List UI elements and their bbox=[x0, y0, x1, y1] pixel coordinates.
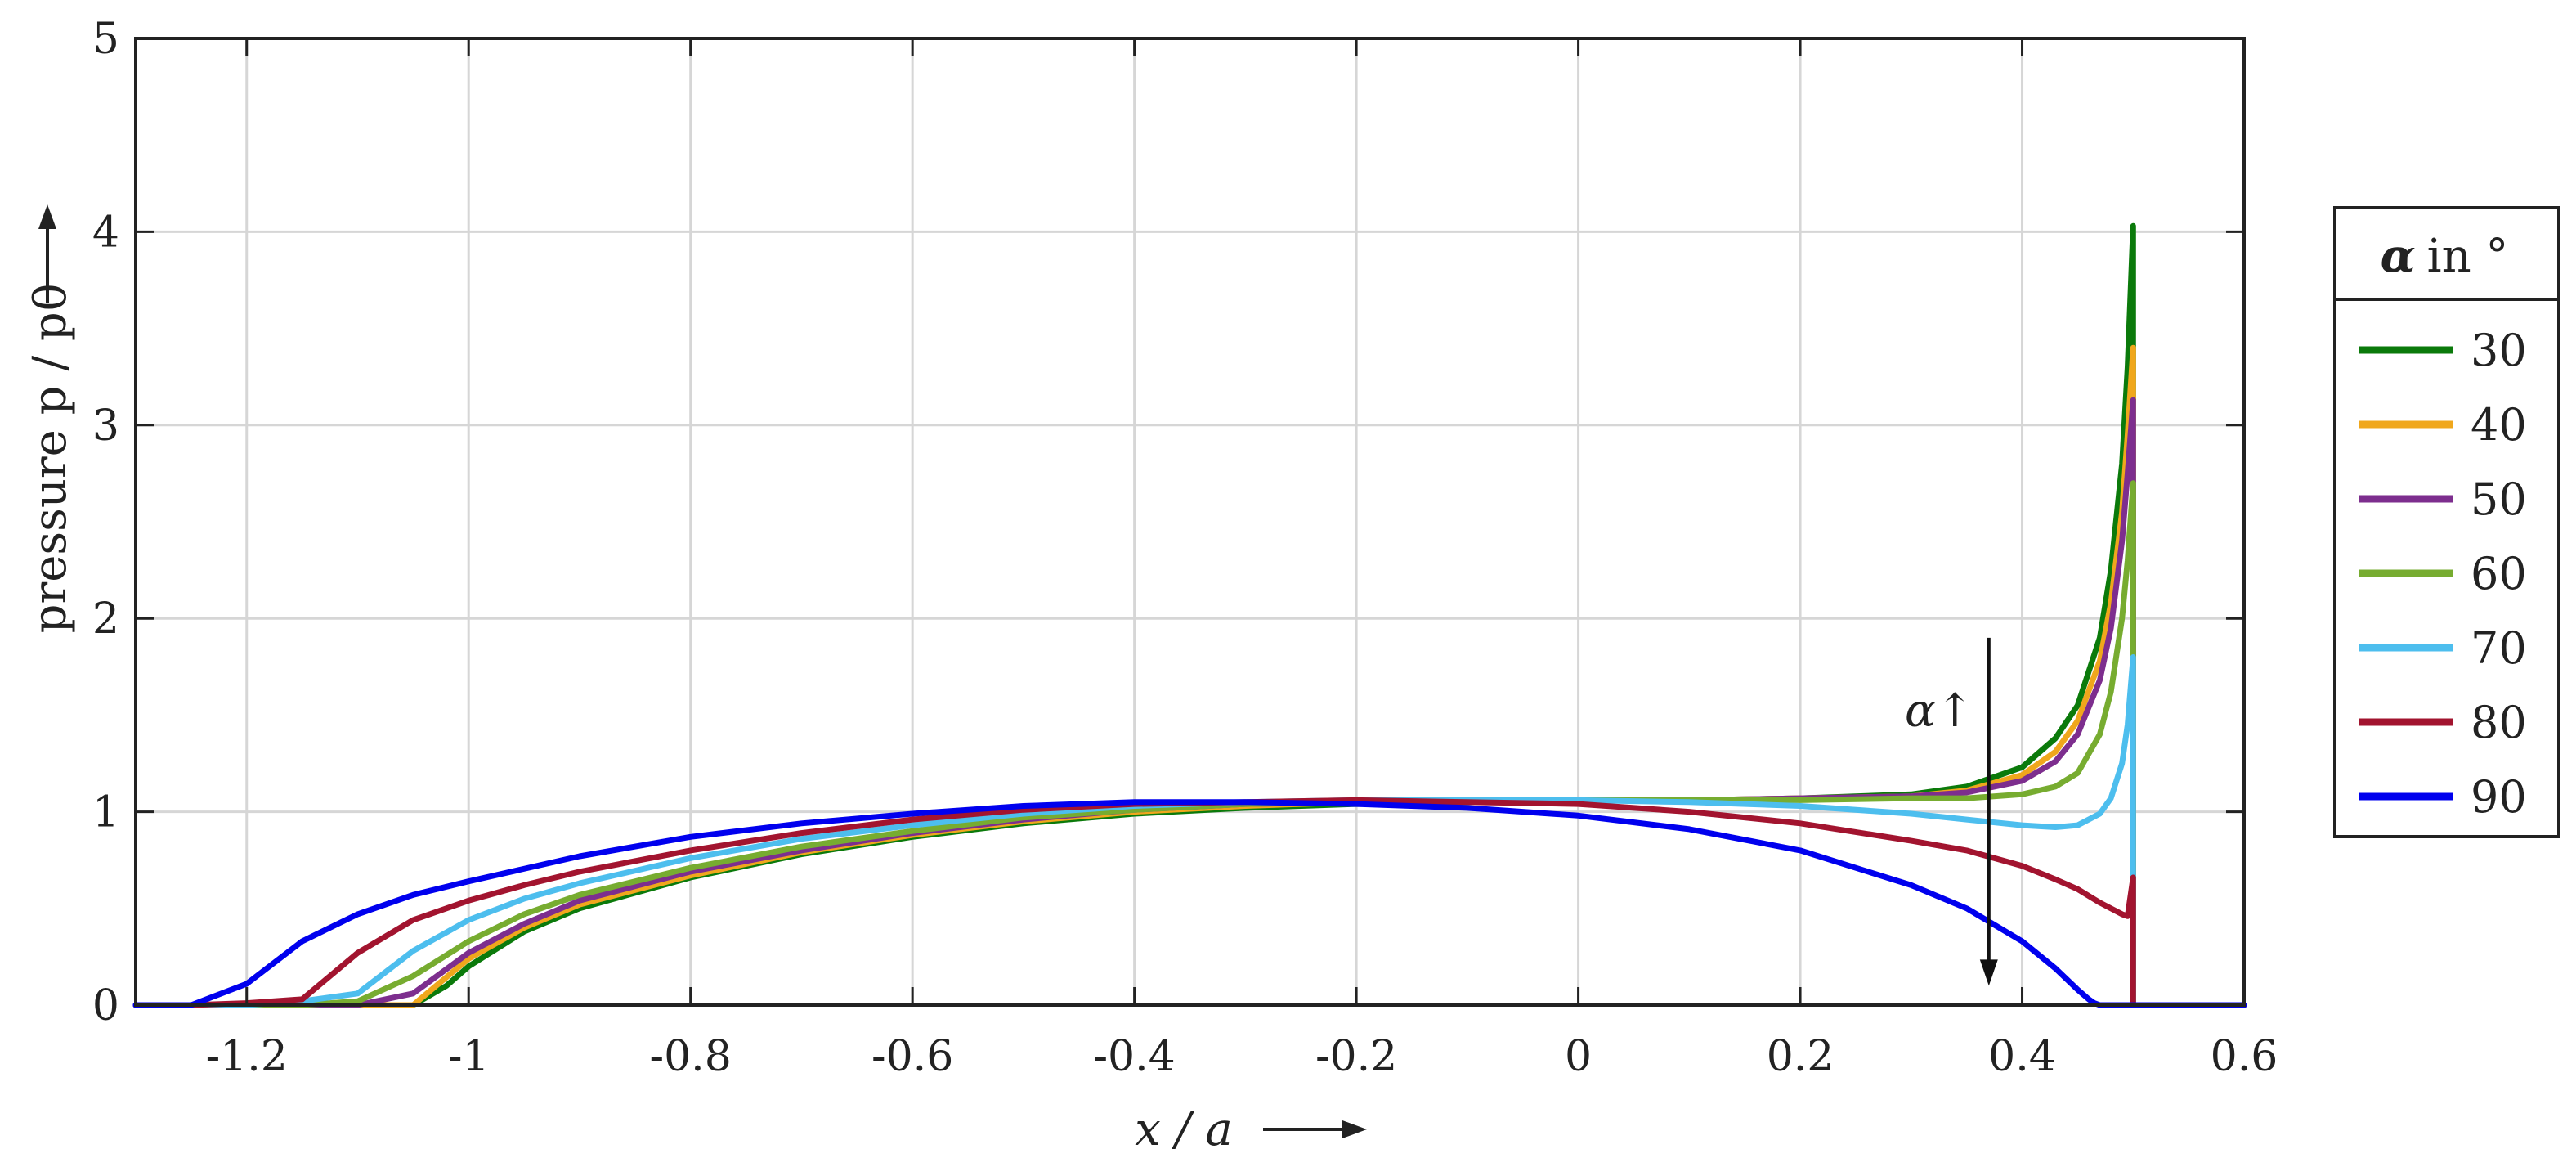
x-tick-label: 0.4 bbox=[1988, 1032, 2056, 1081]
legend-label-90: 90 bbox=[2471, 771, 2527, 823]
x-tick-label: -0.2 bbox=[1315, 1032, 1397, 1081]
legend-label-70: 70 bbox=[2471, 622, 2527, 674]
y-axis-label: pressure p / p0 bbox=[24, 283, 77, 634]
legend-label-60: 60 bbox=[2471, 548, 2527, 599]
series-line-80 bbox=[132, 797, 2247, 1008]
legend-label-40: 40 bbox=[2471, 399, 2527, 451]
x-tick-label: 0.6 bbox=[2211, 1032, 2278, 1081]
x-tick-label: -1.2 bbox=[206, 1032, 288, 1081]
y-axis-title: pressure p / p0 bbox=[24, 204, 77, 633]
x-tick-label: 0 bbox=[1565, 1032, 1592, 1081]
legend: α in ° 30 40 50 60 70 80 90 bbox=[2333, 206, 2560, 838]
y-tick-label: 1 bbox=[92, 788, 119, 837]
alpha-increase-label: α↑ bbox=[1905, 684, 1974, 738]
legend-title: α in ° bbox=[2381, 229, 2509, 283]
series-lines bbox=[132, 222, 2247, 1008]
x-axis-label: x / a bbox=[1135, 1103, 1232, 1156]
alpha-annotation: α↑ bbox=[1905, 637, 1998, 986]
x-tick-label: -0.8 bbox=[650, 1032, 732, 1081]
y-tick-label: 5 bbox=[92, 15, 119, 64]
legend-unit: in ° bbox=[2427, 230, 2509, 283]
x-axis-arrow-head bbox=[1342, 1120, 1367, 1138]
x-tick-label: -0.4 bbox=[1093, 1032, 1175, 1081]
y-tick-label: 2 bbox=[92, 595, 119, 644]
x-axis-title: x / a bbox=[1135, 1103, 1367, 1156]
y-tick-label: 4 bbox=[92, 208, 119, 257]
series-line-90 bbox=[132, 799, 2247, 1008]
axis-ticks bbox=[136, 37, 2246, 1007]
y-tick-label: 0 bbox=[92, 981, 119, 1030]
y-tick-label: 3 bbox=[92, 402, 119, 451]
legend-items: 30 40 50 60 70 80 90 bbox=[2359, 325, 2527, 823]
alpha-arrow-head bbox=[1979, 959, 1998, 986]
legend-label-80: 80 bbox=[2471, 697, 2527, 748]
plot-frame bbox=[134, 37, 2246, 1007]
x-tick-label: 0.2 bbox=[1767, 1032, 1835, 1081]
x-tick-label: -1 bbox=[448, 1032, 490, 1081]
x-tick-label: -0.6 bbox=[871, 1032, 953, 1081]
legend-label-30: 30 bbox=[2471, 325, 2527, 376]
y-tick-labels: 0 1 2 3 4 5 bbox=[92, 15, 119, 1030]
legend-label-50: 50 bbox=[2471, 474, 2527, 525]
y-axis-arrow-head bbox=[38, 204, 56, 229]
x-tick-labels: -1.2 -1 -0.8 -0.6 -0.4 -0.2 0 0.2 0.4 0.6 bbox=[206, 1032, 2278, 1081]
legend-alpha-symbol: α bbox=[2381, 229, 2416, 283]
legend-box bbox=[2333, 206, 2560, 838]
